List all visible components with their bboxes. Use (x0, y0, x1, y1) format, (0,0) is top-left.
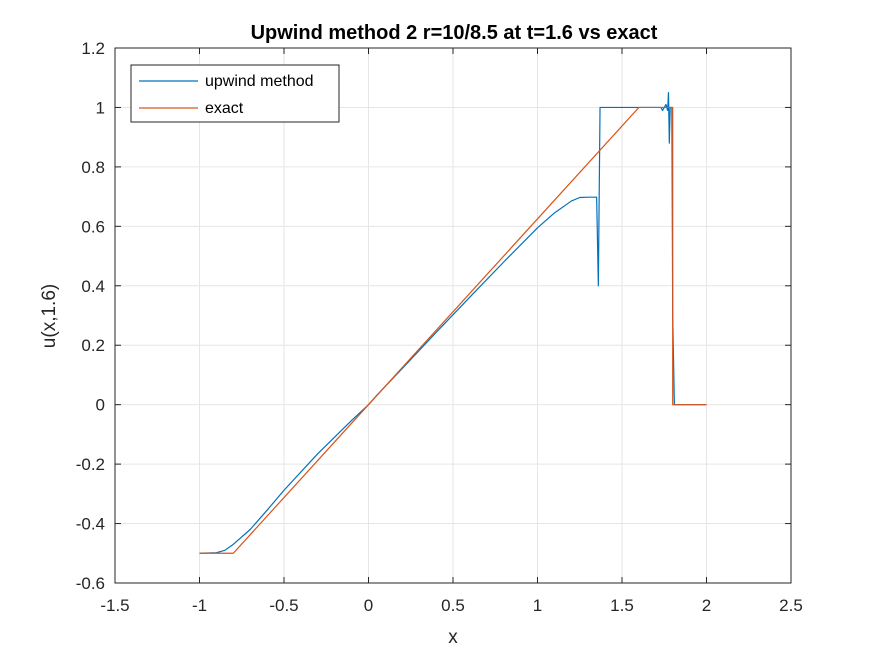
y-tick-label: -0.6 (76, 574, 105, 593)
ticks (114, 47, 792, 584)
legend-label-exact: exact (205, 100, 244, 117)
x-tick-label: 0.5 (441, 596, 465, 615)
x-tick-label: 2.5 (779, 596, 803, 615)
y-tick-label: 0 (96, 396, 105, 415)
y-tick-label: 0.4 (81, 277, 105, 296)
x-tick-label: 0 (364, 596, 373, 615)
y-tick-label: 0.2 (81, 336, 105, 355)
x-tick-label: 2 (702, 596, 711, 615)
y-tick-label: 0.6 (81, 217, 105, 236)
y-tick-label: -0.4 (76, 515, 105, 534)
x-tick-label: -0.5 (269, 596, 298, 615)
x-axis-label: x (448, 627, 458, 648)
legend: upwind method exact (130, 64, 340, 123)
x-tick-labels: -1.5 -1 -0.5 0 0.5 1 1.5 2 2.5 (100, 596, 802, 615)
x-tick-label: 1 (533, 596, 542, 615)
legend-label-upwind: upwind method (205, 73, 314, 90)
y-axis-label: u(x,1.6) (39, 284, 60, 348)
x-tick-label: -1.5 (100, 596, 129, 615)
y-tick-label: 1 (96, 98, 105, 117)
series-line-exact (199, 106, 707, 554)
y-tick-label: 1.2 (81, 39, 105, 58)
chart-title: Upwind method 2 r=10/8.5 at t=1.6 vs exa… (251, 22, 658, 44)
legend-box (130, 64, 340, 123)
series-layer (199, 91, 707, 554)
y-tick-label: 0.8 (81, 158, 105, 177)
x-tick-label: 1.5 (610, 596, 634, 615)
y-tick-label: -0.2 (76, 455, 105, 474)
y-tick-labels: -0.6 -0.4 -0.2 0 0.2 0.4 0.6 0.8 1 1.2 (76, 39, 105, 593)
x-tick-label: -1 (192, 596, 207, 615)
